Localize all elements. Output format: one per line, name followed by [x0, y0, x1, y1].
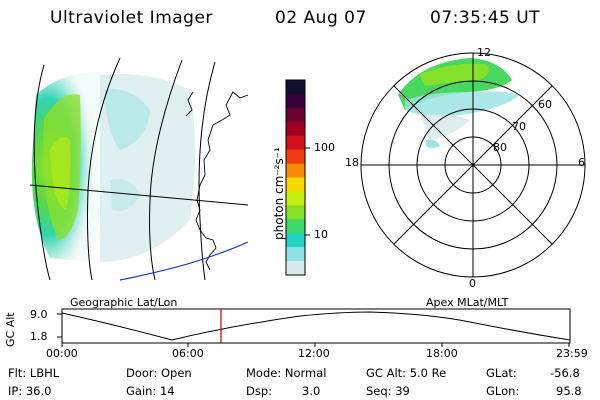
colorbar-frame	[285, 79, 306, 276]
time-label: 07:35:45 UT	[430, 8, 541, 28]
colorbar-swatch	[286, 93, 305, 109]
mlt-label-0: 0	[469, 277, 476, 290]
colorbar-swatch	[286, 80, 305, 95]
timeline-ytick-1: 1.8	[30, 330, 48, 343]
timeline-axis-title: GC Alt	[4, 312, 17, 347]
date-label: 02 Aug 07	[275, 8, 367, 28]
colorbar-tick-label-100: 100	[314, 141, 335, 154]
dsp-value: 3.0	[302, 384, 321, 398]
glon-value: 95.8	[556, 384, 582, 398]
timeline-xtick-3: 18:00	[426, 347, 458, 360]
geographic-label: Geographic Lat/Lon	[70, 296, 178, 309]
dsp-label: Dsp:	[246, 384, 273, 398]
timeline-xtick-0: 00:00	[46, 347, 78, 360]
mode-field: Mode: Normal	[246, 366, 327, 380]
timeline-frame	[61, 308, 571, 344]
colorbar-swatch	[286, 107, 305, 123]
polar-emission	[398, 58, 520, 148]
gain-field: Gain: 14	[126, 384, 175, 398]
apex-label: Apex MLat/MLT	[426, 296, 509, 309]
colorbar-swatch	[286, 177, 305, 192]
mlt-label-6: 6	[578, 156, 585, 169]
colorbar-swatch	[286, 205, 305, 220]
gc-alt-field: GC Alt: 5.0 Re	[366, 366, 447, 380]
colorbar-swatch	[286, 219, 305, 234]
timeline-xtick-1: 06:00	[172, 347, 204, 360]
geographic-grid	[29, 57, 249, 281]
colorbar-swatch	[286, 121, 305, 137]
colorbar-swatch	[286, 261, 305, 276]
colorbar-tick-label-10: 10	[314, 228, 328, 241]
timeline-ytick-9: 9.0	[30, 308, 48, 321]
lat-label-60: 60	[538, 98, 552, 111]
mlt-label-18: 18	[345, 156, 359, 169]
colorbar-swatches	[286, 80, 305, 276]
door-field: Door: Open	[126, 366, 192, 380]
satellite-track	[119, 241, 249, 281]
colorbar-swatch	[286, 247, 305, 262]
mlt-label-12: 12	[477, 46, 491, 59]
colorbar-swatch	[286, 149, 305, 165]
flt-field: Flt: LBHL	[8, 366, 60, 380]
coastline	[185, 91, 249, 271]
lat-label-80: 80	[493, 141, 507, 154]
polar-grid	[360, 52, 586, 278]
ip-field: IP: 36.0	[8, 384, 52, 398]
instrument-title: Ultraviolet Imager	[50, 8, 213, 28]
colorbar-swatch	[286, 233, 305, 248]
geographic-emission	[31, 72, 195, 262]
lat-label-70: 70	[512, 120, 526, 133]
glat-value: -56.8	[550, 366, 580, 380]
timeline-xtick-2: 12:00	[298, 347, 330, 360]
timeline-xtick-4: 23:59	[556, 347, 588, 360]
colorbar-swatch	[286, 163, 305, 178]
seq-field: Seq: 39	[366, 384, 410, 398]
glat-label: GLat:	[486, 366, 517, 380]
colorbar-swatch	[286, 135, 305, 151]
altitude-curve	[61, 311, 571, 341]
colorbar-swatch	[286, 191, 305, 206]
glon-label: GLon:	[486, 384, 520, 398]
